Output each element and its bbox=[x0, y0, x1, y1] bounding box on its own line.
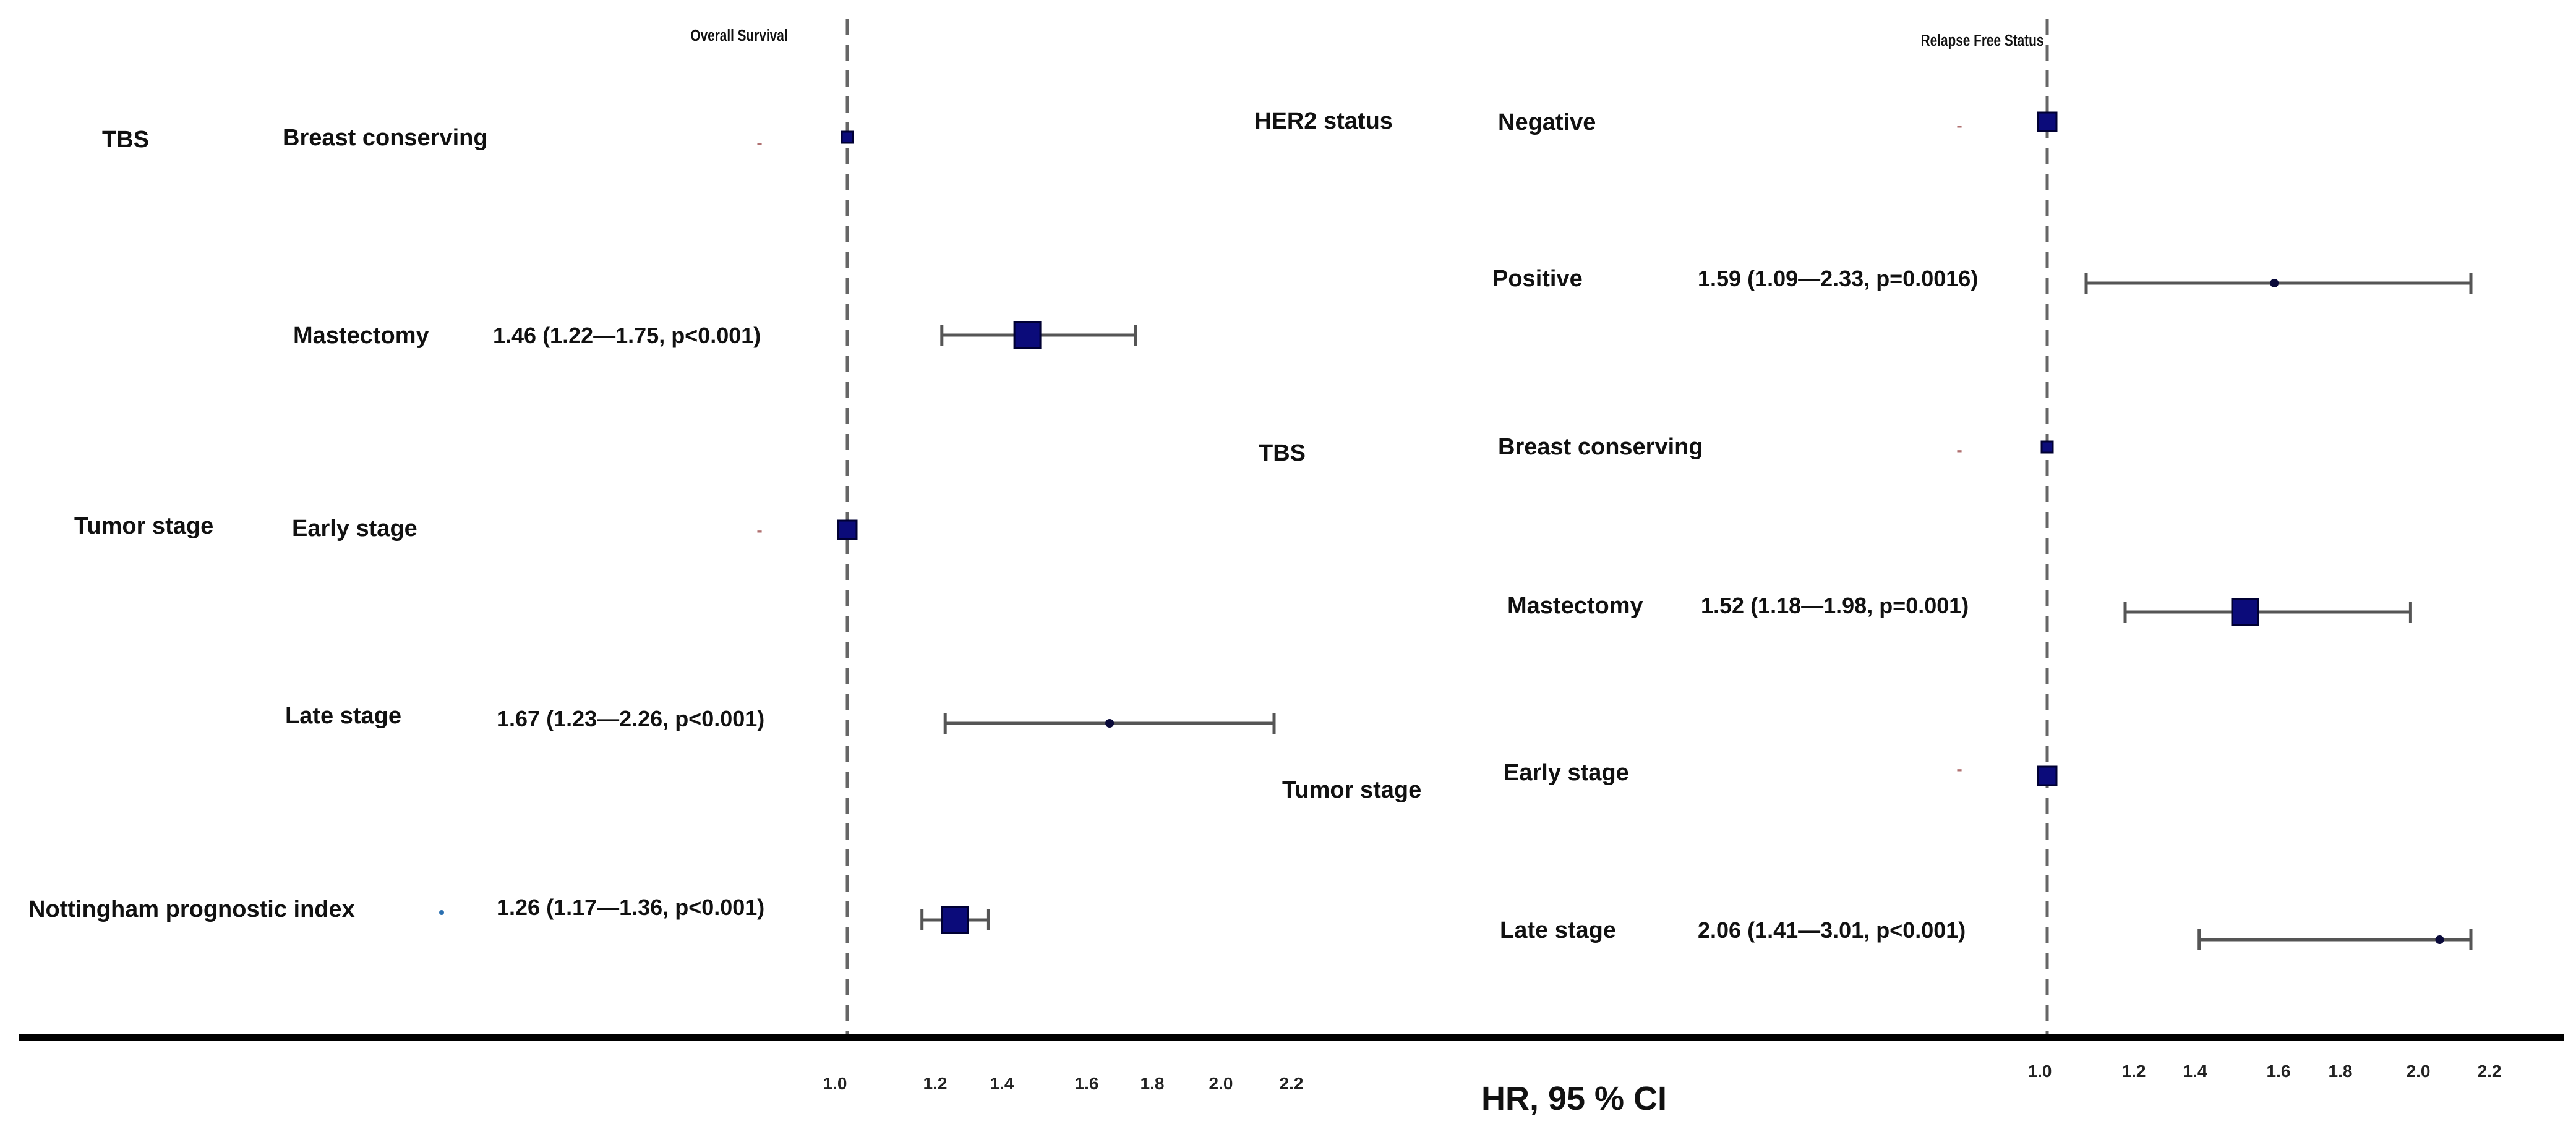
hr-point bbox=[2270, 279, 2279, 287]
hr-marker bbox=[1013, 321, 1042, 349]
hr-marker-reference bbox=[2040, 440, 2054, 454]
x-tick-label: 1.2 bbox=[923, 1074, 948, 1093]
hr-marker-reference bbox=[2037, 111, 2058, 132]
row-value-breast-conserving-rfs: - bbox=[1956, 440, 1962, 459]
row-label-late-stage-rfs: Late stage bbox=[1500, 917, 1616, 943]
row-value-early-stage-rfs: - bbox=[1956, 759, 1962, 778]
row-value-breast-conserving: - bbox=[756, 133, 762, 152]
x-tick-label: 2.2 bbox=[2478, 1062, 2502, 1081]
row-value-mastectomy: 1.46 (1.22—1.75, p<0.001) bbox=[493, 323, 761, 348]
hr-point bbox=[1105, 719, 1115, 728]
x-tick-label: 2.0 bbox=[2407, 1062, 2431, 1081]
group-label-tbs-rfs: TBS bbox=[1259, 440, 1306, 466]
group-label-tumor-stage-rfs: Tumor stage bbox=[1282, 777, 1421, 803]
group-label-her2-status: HER2 status bbox=[1254, 108, 1393, 134]
row-label-positive: Positive bbox=[1492, 266, 1583, 292]
x-tick-label: 1.8 bbox=[1140, 1074, 1165, 1093]
row-label-early-stage: Early stage bbox=[292, 516, 417, 542]
x-axis-line bbox=[19, 1034, 2564, 1041]
row-value-nottingham: 1.26 (1.17—1.36, p<0.001) bbox=[497, 895, 764, 920]
x-tick-label: 1.8 bbox=[2329, 1062, 2353, 1081]
row-label-breast-conserving: Breast conserving bbox=[283, 125, 488, 151]
x-tick-label: 1.4 bbox=[2183, 1062, 2207, 1081]
row-value-mastectomy-rfs: 1.52 (1.18—1.98, p=0.001) bbox=[1701, 593, 1969, 618]
x-tick-label: 1.2 bbox=[2122, 1062, 2146, 1081]
x-tick-label: 1.4 bbox=[990, 1074, 1014, 1093]
row-label-breast-conserving-rfs: Breast conserving bbox=[1498, 434, 1703, 460]
hr-marker-reference bbox=[2037, 765, 2058, 786]
x-tick-label: 1.6 bbox=[1075, 1074, 1099, 1093]
row-value-late-stage: 1.67 (1.23—2.26, p<0.001) bbox=[497, 706, 764, 731]
row-value-early-stage: - bbox=[756, 521, 762, 540]
row-label-late-stage: Late stage bbox=[285, 703, 401, 729]
x-tick-label: 2.2 bbox=[1280, 1074, 1304, 1093]
panel-title-overall-survival: Overall Survival bbox=[690, 27, 787, 45]
hr-marker bbox=[2231, 598, 2259, 626]
group-label-tbs: TBS bbox=[102, 127, 149, 153]
row-label-mastectomy-rfs: Mastectomy bbox=[1507, 593, 1643, 619]
hr-marker-reference bbox=[837, 519, 858, 540]
hr-marker bbox=[941, 906, 969, 934]
x-tick-label: 1.6 bbox=[2267, 1062, 2291, 1081]
nottingham-dot-icon bbox=[439, 910, 444, 915]
row-value-negative: - bbox=[1956, 116, 1962, 135]
marks-overall-survival: 1.0 1.2 1.4 1.6 1.8 2.0 2.2 bbox=[823, 130, 1304, 1093]
row-label-negative: Negative bbox=[1498, 109, 1596, 135]
group-label-nottingham-prognostic-index: Nottingham prognostic index bbox=[28, 896, 355, 922]
row-value-positive: 1.59 (1.09—2.33, p=0.0016) bbox=[1698, 266, 1978, 291]
marks-relapse-free: 1.0 1.2 1.4 1.6 1.8 2.0 2.2 bbox=[2028, 111, 2502, 1081]
x-axis-title: HR, 95 % CI bbox=[1481, 1080, 1667, 1117]
hr-point bbox=[2435, 935, 2444, 944]
group-label-tumor-stage: Tumor stage bbox=[74, 513, 213, 539]
row-label-mastectomy: Mastectomy bbox=[293, 323, 429, 349]
x-tick-label: 1.0 bbox=[823, 1074, 847, 1093]
panel-title-relapse-free-status: Relapse Free Status bbox=[1921, 32, 2044, 49]
x-tick-label: 2.0 bbox=[1209, 1074, 1233, 1093]
row-label-early-stage-rfs: Early stage bbox=[1504, 760, 1629, 786]
row-value-late-stage-rfs: 2.06 (1.41—3.01, p<0.001) bbox=[1698, 917, 1966, 943]
x-tick-label: 1.0 bbox=[2028, 1062, 2052, 1081]
hr-marker-reference bbox=[841, 130, 854, 144]
